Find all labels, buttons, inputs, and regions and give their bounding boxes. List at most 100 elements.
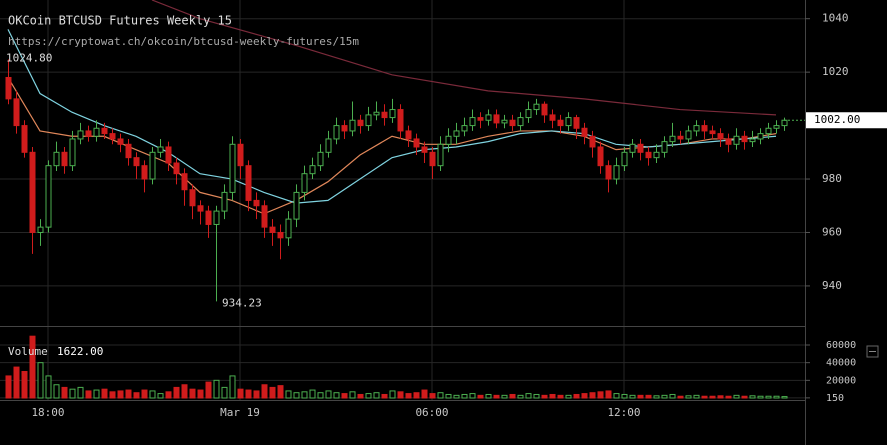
- candle-body: [525, 109, 532, 119]
- candle-body: [501, 119, 508, 124]
- candle-body: [597, 146, 604, 167]
- volume-bar: [557, 394, 564, 399]
- volume-bar: [293, 392, 300, 399]
- candle-body: [69, 138, 76, 167]
- collapse-button[interactable]: [866, 345, 879, 358]
- candle-body: [589, 135, 596, 148]
- candle-body: [653, 151, 660, 159]
- volume-bar: [597, 391, 604, 399]
- candle-body: [581, 127, 588, 137]
- volume-bar: [397, 391, 404, 399]
- volume-bar: [413, 392, 420, 399]
- candle-body: [309, 165, 316, 175]
- candle-body: [317, 151, 324, 167]
- volume-bar: [301, 391, 308, 399]
- candle-body: [197, 205, 204, 212]
- y-tick-label: 960: [822, 225, 842, 238]
- candle-body: [429, 151, 436, 167]
- candle-body: [133, 157, 140, 167]
- volume-bar: [469, 393, 476, 399]
- price-pane: [5, 0, 788, 302]
- volume-bar: [765, 395, 772, 399]
- volume-bar: [573, 393, 580, 399]
- volume-bar: [309, 389, 316, 399]
- candle-body: [397, 109, 404, 132]
- volume-bar: [157, 393, 164, 399]
- volume-bar: [333, 392, 340, 399]
- candle-body: [725, 138, 732, 145]
- volume-bar: [533, 393, 540, 399]
- candle-body: [461, 125, 468, 132]
- volume-bar: [637, 394, 644, 399]
- volume-bar: [693, 394, 700, 399]
- volume-bar: [525, 393, 532, 399]
- candle-body: [693, 125, 700, 132]
- candle-body: [701, 125, 708, 132]
- volume-bar: [93, 389, 100, 399]
- volume-bar: [461, 393, 468, 399]
- volume-bar: [109, 391, 116, 399]
- candle-body: [21, 125, 28, 153]
- volume-bar: [253, 390, 260, 399]
- volume-bar: [381, 393, 388, 399]
- y-tick-label: 980: [822, 172, 842, 185]
- volume-bar: [645, 394, 652, 399]
- candle-body: [637, 143, 644, 153]
- last-price-label: 1002.00: [814, 113, 860, 126]
- candle-body: [765, 127, 772, 135]
- volume-bar: [429, 393, 436, 399]
- candle-body: [157, 146, 164, 153]
- candle-body: [677, 135, 684, 140]
- volume-bar: [485, 393, 492, 399]
- volume-bar: [21, 371, 28, 399]
- candle-body: [493, 114, 500, 124]
- candle-body: [717, 133, 724, 140]
- volume-bar: [349, 391, 356, 399]
- volume-bar: [61, 386, 68, 399]
- y-tick-label: 1040: [822, 12, 849, 25]
- candle-body: [213, 210, 220, 225]
- indicator-line: [151, 0, 777, 116]
- candle-body: [101, 127, 108, 135]
- candle-body: [485, 114, 492, 121]
- volume-title: Volume: [8, 345, 48, 358]
- candle-body: [229, 143, 236, 193]
- volume-bar: [357, 393, 364, 399]
- high-label: 1024.80: [6, 51, 52, 64]
- volume-bar: [29, 335, 36, 399]
- volume-bar: [205, 381, 212, 399]
- candle-body: [405, 130, 412, 140]
- volume-bar: [741, 395, 748, 399]
- volume-bar: [365, 393, 372, 399]
- candle-body: [189, 189, 196, 207]
- candle-body: [301, 173, 308, 193]
- volume-bar: [133, 392, 140, 399]
- candle-body: [557, 119, 564, 127]
- last-price-box: [806, 112, 887, 129]
- volume-bar: [717, 395, 724, 399]
- volume-bar: [141, 389, 148, 399]
- volume-bar: [69, 388, 76, 399]
- y-tick-label: 940: [822, 279, 842, 292]
- candle-body: [37, 226, 44, 233]
- volume-bar: [669, 393, 676, 399]
- candle-body: [413, 138, 420, 148]
- chart-title: OKCoin BTCUSD Futures Weekly 15: [8, 14, 232, 28]
- candle-body: [749, 138, 756, 143]
- candle-body: [165, 146, 172, 164]
- volume-bar: [261, 384, 268, 399]
- candle-body: [741, 135, 748, 143]
- volume-bar: [773, 395, 780, 399]
- candle-body: [757, 133, 764, 140]
- candle-body: [237, 143, 244, 167]
- candle-body: [117, 138, 124, 145]
- candle-body: [29, 151, 36, 233]
- volume-bar: [277, 385, 284, 399]
- volume-bar: [517, 394, 524, 399]
- volume-bar: [445, 393, 452, 399]
- volume-bar: [757, 395, 764, 399]
- volume-bar: [453, 394, 460, 399]
- candle-body: [477, 117, 484, 121]
- volume-bar: [749, 395, 756, 399]
- low-label: 934.23: [222, 296, 262, 309]
